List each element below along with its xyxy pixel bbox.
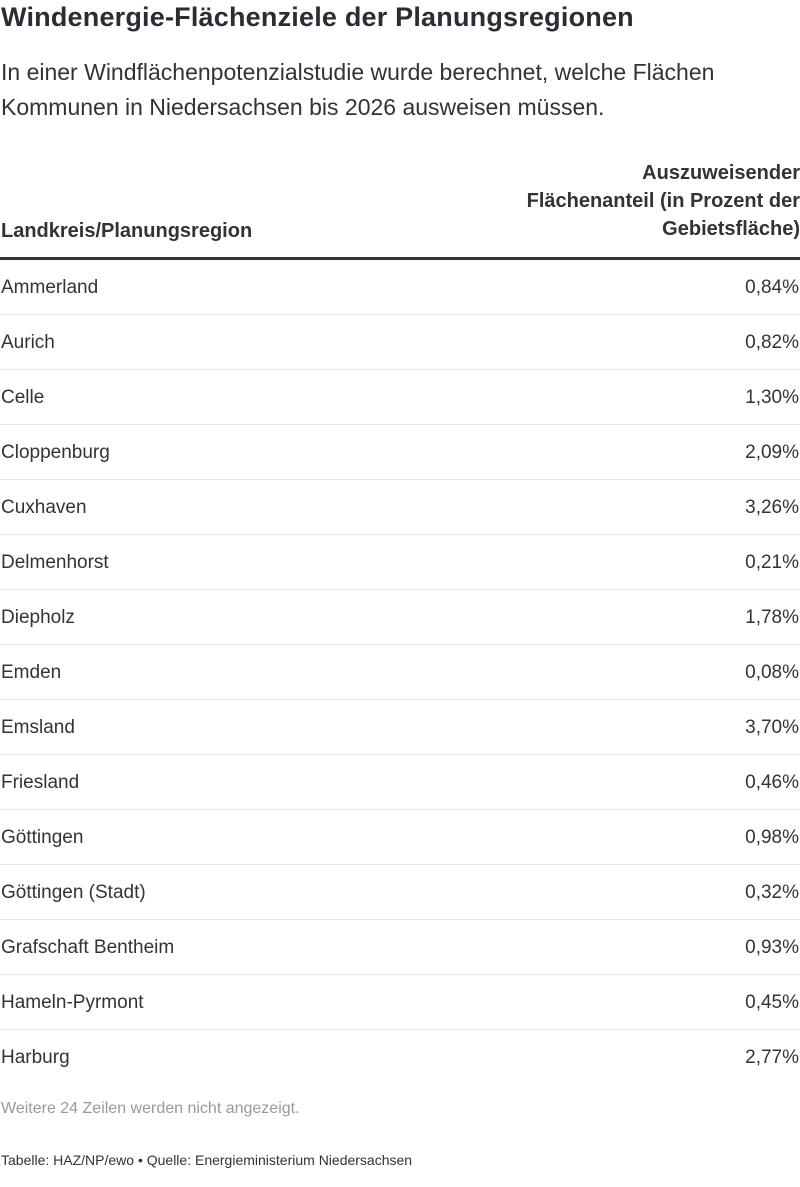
table-body: Ammerland 0,84% Aurich 0,82% Celle 1,30% Clopp… — [0, 260, 800, 1085]
cell-region: Hameln-Pyrmont — [1, 992, 144, 1013]
cell-share: 3,70% — [745, 717, 799, 738]
cell-region: Cloppenburg — [1, 442, 110, 463]
hidden-rows-note: Weitere 24 Zeilen werden nicht angezeigt… — [1, 1100, 300, 1117]
cell-region: Delmenhorst — [1, 552, 109, 573]
cell-region: Göttingen (Stadt) — [1, 882, 146, 903]
cell-region: Cuxhaven — [1, 497, 87, 518]
cell-region: Grafschaft Bentheim — [1, 937, 175, 958]
cell-region: Diepholz — [1, 607, 75, 628]
table-row: Aurich 0,82% — [0, 315, 800, 370]
chart-title: Windenergie-Flächenziele der Planungsreg… — [1, 2, 634, 32]
cell-share: 0,45% — [745, 992, 799, 1013]
cell-region: Aurich — [1, 332, 55, 353]
table-header: Landkreis/Planungsregion Auszuweisender … — [0, 160, 800, 260]
cell-region: Celle — [1, 387, 45, 408]
cell-share: 0,93% — [745, 937, 799, 958]
cell-region: Harburg — [1, 1047, 70, 1068]
table-row: Diepholz 1,78% — [0, 590, 800, 645]
cell-region: Emsland — [1, 717, 75, 738]
cell-share: 1,78% — [745, 607, 799, 628]
cell-region: Friesland — [1, 772, 80, 793]
table-row: Cloppenburg 2,09% — [0, 425, 800, 480]
table-row: Friesland 0,46% — [0, 755, 800, 810]
cell-share: 0,46% — [745, 772, 799, 793]
cell-share: 2,09% — [745, 442, 799, 463]
cell-share: 1,30% — [745, 387, 799, 408]
cell-share: 0,08% — [745, 662, 799, 683]
table-row: Grafschaft Bentheim 0,93% — [0, 920, 800, 975]
data-table: Landkreis/Planungsregion Auszuweisender … — [0, 160, 800, 1085]
cell-region: Ammerland — [1, 277, 99, 298]
column-header-share[interactable]: Auszuweisender Flächenanteil (in Prozent… — [526, 162, 800, 240]
table-row: Ammerland 0,84% — [0, 260, 800, 315]
table-row: Emden 0,08% — [0, 645, 800, 700]
table-row: Hameln-Pyrmont 0,45% — [0, 975, 800, 1030]
cell-share: 2,77% — [745, 1047, 799, 1068]
cell-region: Emden — [1, 662, 62, 683]
cell-region: Göttingen — [1, 827, 84, 848]
cell-share: 0,21% — [745, 552, 799, 573]
column-header-region[interactable]: Landkreis/Planungsregion — [1, 220, 253, 242]
cell-share: 0,82% — [745, 332, 799, 353]
table-row: Emsland 3,70% — [0, 700, 800, 755]
cell-share: 0,84% — [745, 277, 799, 298]
chart-subtitle: In einer Windflächenpotenzialstudie wurd… — [1, 59, 715, 120]
cell-share: 3,26% — [745, 497, 799, 518]
cell-share: 0,98% — [745, 827, 799, 848]
table-row: Celle 1,30% — [0, 370, 800, 425]
table-row: Delmenhorst 0,21% — [0, 535, 800, 590]
cell-share: 0,32% — [745, 882, 799, 903]
source-footer: Tabelle: HAZ/NP/ewo • Quelle: Energiemin… — [1, 1152, 413, 1168]
table-row: Göttingen 0,98% — [0, 810, 800, 865]
table-row: Göttingen (Stadt) 0,32% — [0, 865, 800, 920]
table-row: Harburg 2,77% — [0, 1030, 800, 1085]
table-row: Cuxhaven 3,26% — [0, 480, 800, 535]
